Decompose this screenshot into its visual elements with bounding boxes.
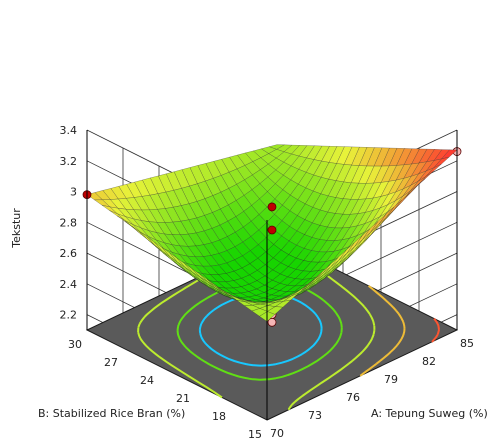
design-point-above [267,225,277,235]
y-tick-label: 24 [140,374,154,387]
design-point-below [267,317,277,327]
y-tick-label: 27 [104,356,118,369]
x-tick-label: 73 [308,409,322,422]
response-surface [86,144,458,322]
x-tick-label: 76 [346,391,360,404]
z-axis-ticks: 2.2 2.4 2.6 2.8 3 3.2 3.4 [60,124,78,322]
x-axis-title: A: Tepung Suweg (%) [371,407,488,420]
z-tick-label: 2.8 [60,216,78,229]
contour-line [198,292,323,367]
y-axis-ticks: 15 18 21 24 27 30 [68,338,262,440]
x-tick-label: 85 [460,337,474,350]
x-tick-label: 82 [422,355,436,368]
y-axis-title: B: Stabilized Rice Bran (%) [38,407,185,420]
x-tick-label: 70 [270,427,284,440]
z-tick-label: 2.6 [60,247,78,260]
y-tick-label: 21 [176,392,190,405]
z-axis-title: Tekstur [10,208,23,249]
z-tick-label: 3.2 [60,155,78,168]
chart-frame-edges [86,130,458,420]
y-tick-label: 30 [68,338,82,351]
z-tick-label: 2.2 [60,309,78,322]
x-tick-label: 79 [384,373,398,386]
z-tick-label: 3.4 [60,124,78,137]
y-tick-label: 15 [248,428,262,440]
x-axis-ticks: 70 73 76 79 82 85 [270,337,474,440]
design-point-above [267,202,277,212]
z-tick-label: 3 [70,186,77,199]
contour-line [431,317,440,343]
z-tick-label: 2.4 [60,278,78,291]
design-points-above [82,190,277,235]
contour-line [359,285,406,377]
y-tick-label: 18 [212,410,226,423]
